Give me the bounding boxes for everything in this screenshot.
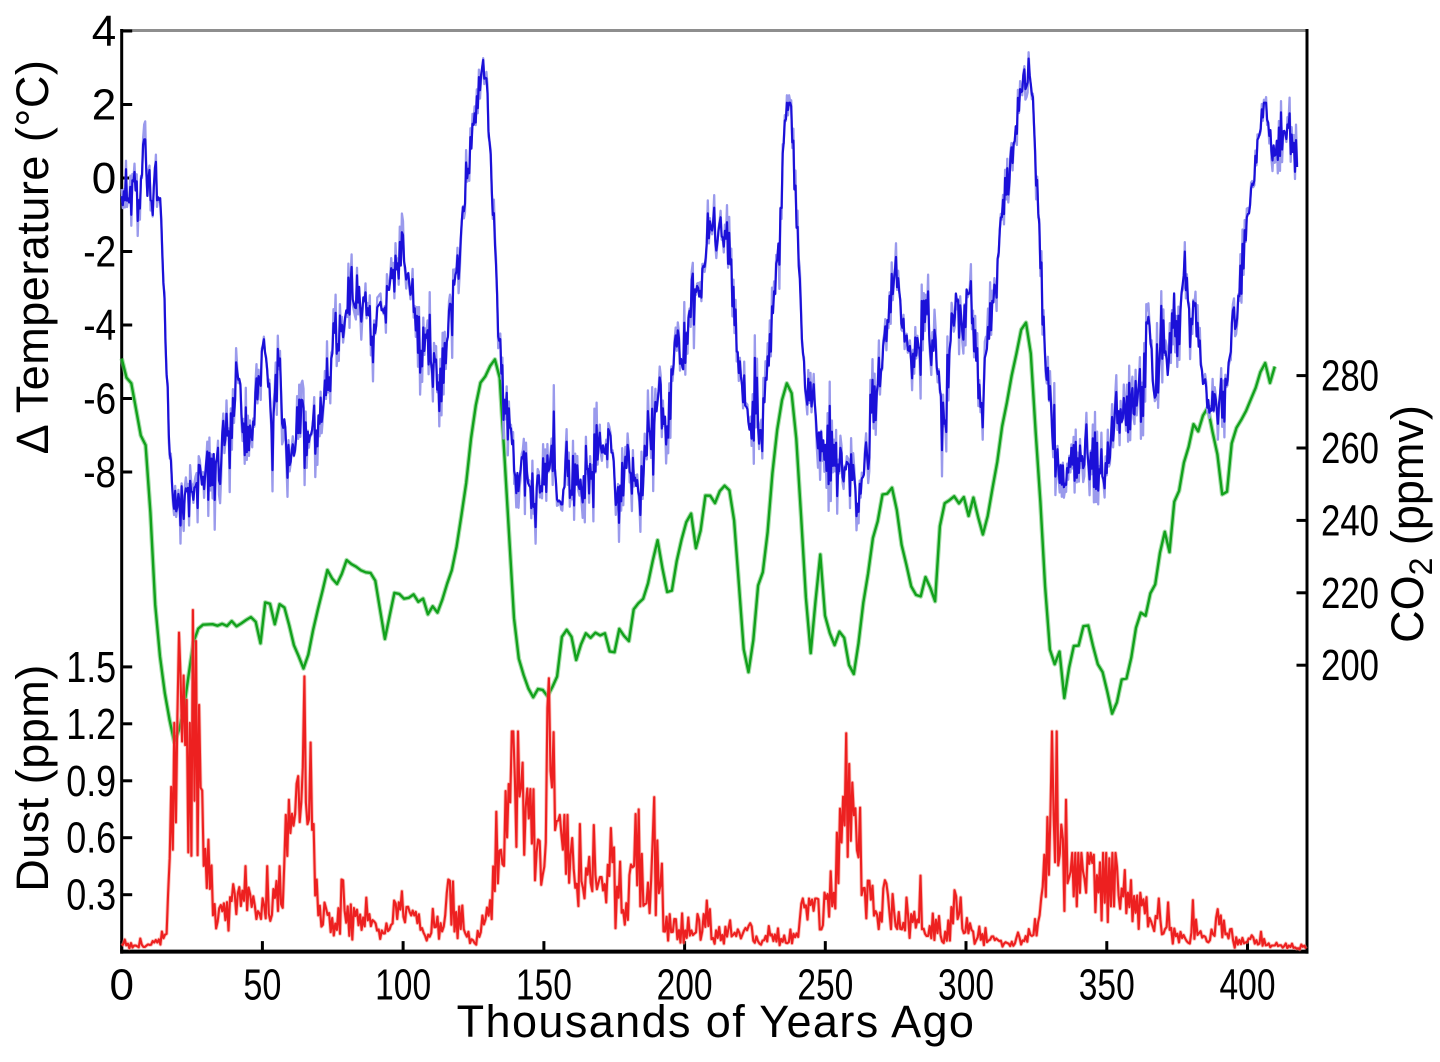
svg-text:0.9: 0.9 — [66, 757, 116, 806]
svg-text:220: 220 — [1321, 569, 1379, 618]
svg-text:200: 200 — [657, 961, 713, 1010]
svg-text:4: 4 — [92, 7, 116, 56]
svg-text:280: 280 — [1321, 352, 1379, 401]
svg-text:CO2 (ppmv): CO2 (ppmv) — [1382, 405, 1439, 643]
svg-text:-8: -8 — [83, 448, 116, 497]
svg-text:-6: -6 — [83, 375, 116, 424]
svg-text:300: 300 — [938, 961, 994, 1010]
svg-text:100: 100 — [375, 961, 431, 1010]
svg-text:Thousands of Years Ago: Thousands of Years Ago — [457, 996, 976, 1047]
svg-text:400: 400 — [1220, 961, 1276, 1010]
svg-text:250: 250 — [797, 961, 853, 1010]
svg-text:260: 260 — [1321, 424, 1379, 473]
svg-text:240: 240 — [1321, 496, 1379, 545]
svg-text:-4: -4 — [83, 301, 116, 350]
svg-text:0.6: 0.6 — [66, 814, 116, 863]
svg-text:0.3: 0.3 — [66, 871, 116, 920]
svg-text:50: 50 — [243, 961, 281, 1010]
svg-text:Dust (ppm): Dust (ppm) — [7, 664, 58, 892]
svg-text:-2: -2 — [83, 228, 116, 277]
svg-text:200: 200 — [1321, 641, 1379, 690]
svg-text:350: 350 — [1079, 961, 1135, 1010]
svg-text:Δ Temperature (°C): Δ Temperature (°C) — [7, 60, 58, 455]
svg-text:0: 0 — [92, 154, 116, 203]
svg-text:150: 150 — [516, 961, 572, 1010]
svg-text:2: 2 — [92, 81, 116, 130]
svg-text:1.5: 1.5 — [66, 643, 116, 692]
svg-text:0: 0 — [109, 961, 133, 1010]
svg-text:1.2: 1.2 — [66, 700, 116, 749]
